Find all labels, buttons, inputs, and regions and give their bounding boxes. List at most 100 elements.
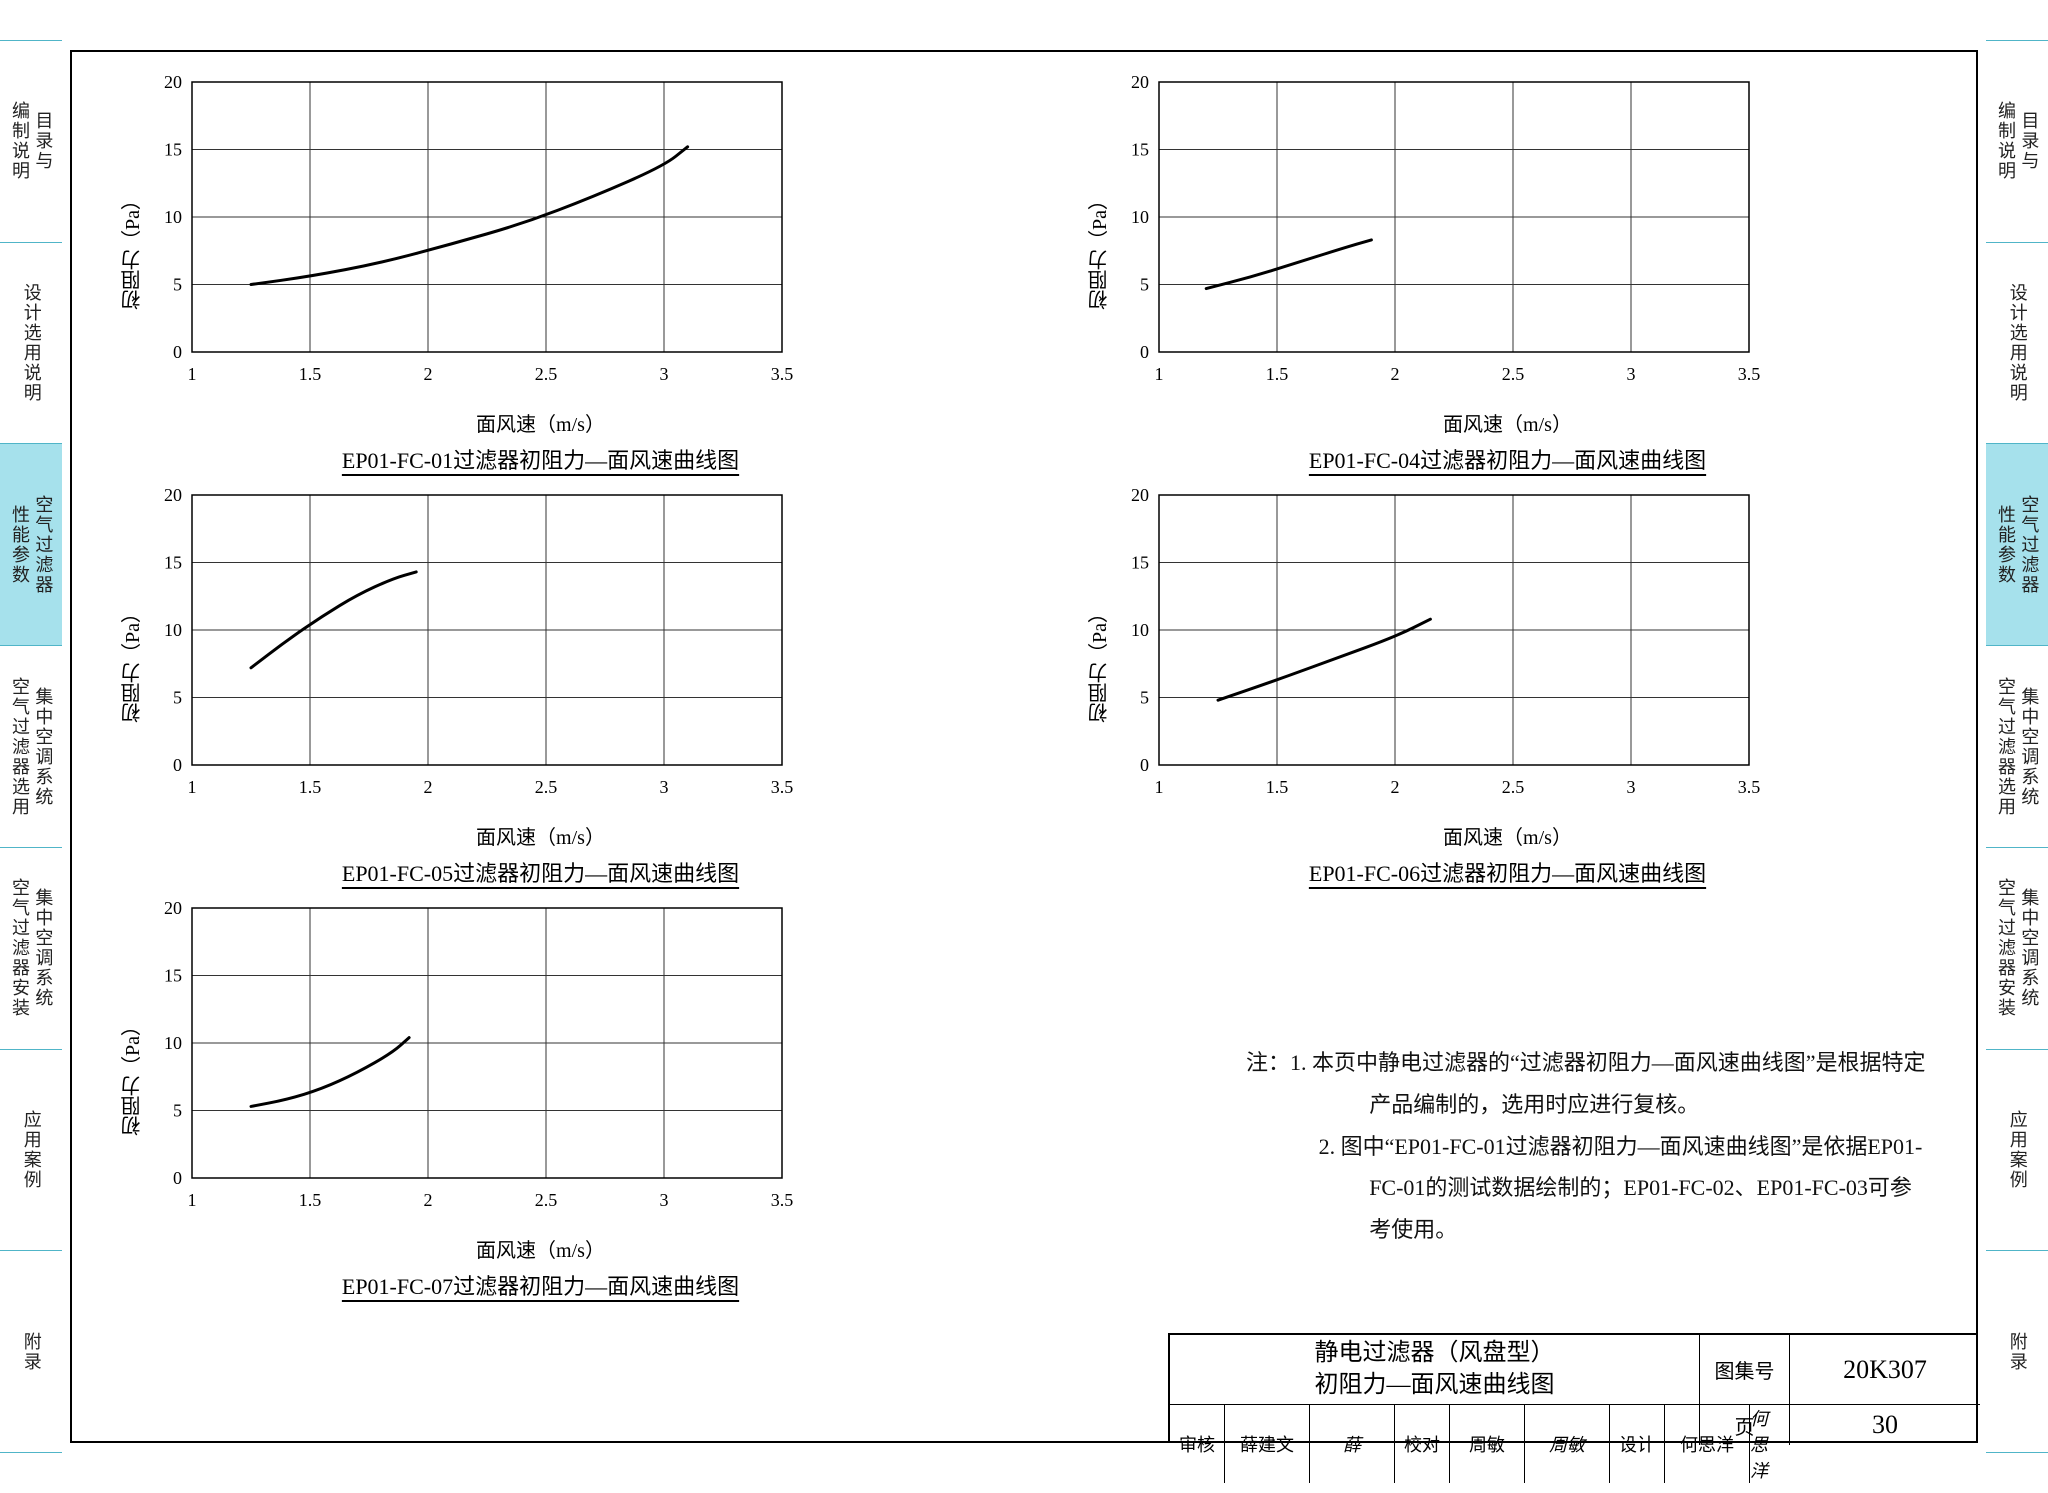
chart-title: EP01-FC-01过滤器初阻力—面风速曲线图 (102, 443, 979, 475)
side-tab-4[interactable]: 集中空调系统 空气过滤器安装 (1986, 847, 2048, 1049)
svg-text:3: 3 (660, 777, 669, 797)
chart-c04: 0510152011.522.533.5初阻力（Pa）面风速（m/s）EP01-… (1069, 72, 1946, 475)
svg-text:20: 20 (164, 485, 182, 505)
svg-text:20: 20 (164, 72, 182, 92)
catalog-value: 20K307 (1790, 1335, 1980, 1405)
svg-text:10: 10 (164, 1033, 182, 1053)
svg-text:2.5: 2.5 (1502, 364, 1525, 384)
review-label: 审核 (1170, 1405, 1225, 1483)
y-axis-label: 初阻力（Pa） (118, 603, 147, 723)
svg-text:3: 3 (660, 364, 669, 384)
svg-text:3.5: 3.5 (1738, 777, 1761, 797)
chart-c01: 0510152011.522.533.5初阻力（Pa）面风速（m/s）EP01-… (102, 72, 979, 475)
svg-text:1.5: 1.5 (299, 1190, 322, 1210)
drawing-title: 静电过滤器（风盘型） 初阻力—面风速曲线图 (1170, 1335, 1700, 1405)
svg-text:3.5: 3.5 (1738, 364, 1761, 384)
notes-block: 注：1. 本页中静电过滤器的“过滤器初阻力—面风速曲线图”是根据特定产品编制的，… (1246, 1042, 1926, 1251)
page-label: 页 (1700, 1405, 1790, 1445)
svg-text:2: 2 (424, 1190, 433, 1210)
chart-svg: 0510152011.522.533.5 (102, 898, 802, 1278)
svg-text:15: 15 (164, 553, 182, 573)
design-label: 设计 (1610, 1405, 1665, 1483)
x-axis-label: 面风速（m/s） (102, 408, 979, 437)
svg-text:1: 1 (1155, 364, 1164, 384)
check-signature: 周敏 (1525, 1405, 1610, 1483)
chart-svg: 0510152011.522.533.5 (102, 72, 802, 452)
svg-text:5: 5 (173, 688, 182, 708)
svg-text:5: 5 (1140, 688, 1149, 708)
svg-text:0: 0 (173, 755, 182, 775)
y-axis-label: 初阻力（Pa） (118, 1016, 147, 1136)
title-line-1: 静电过滤器（风盘型） (1315, 1338, 1555, 1369)
y-axis-label: 初阻力（Pa） (1085, 190, 1114, 310)
svg-text:20: 20 (1131, 72, 1149, 92)
x-axis-label: 面风速（m/s） (102, 821, 979, 850)
svg-text:3: 3 (1627, 364, 1636, 384)
svg-text:2.5: 2.5 (1502, 777, 1525, 797)
note-item-2: 2. 图中“EP01-FC-01过滤器初阻力—面风速曲线图”是依据EP01-FC… (1246, 1126, 1926, 1251)
svg-text:1.5: 1.5 (1266, 364, 1289, 384)
svg-text:1.5: 1.5 (299, 364, 322, 384)
svg-text:5: 5 (173, 1101, 182, 1121)
side-tab-3[interactable]: 集中空调系统 空气过滤器选用 (0, 645, 62, 847)
svg-text:10: 10 (164, 207, 182, 227)
chart-c05: 0510152011.522.533.5初阻力（Pa）面风速（m/s）EP01-… (102, 485, 979, 888)
svg-text:15: 15 (164, 140, 182, 160)
svg-text:2: 2 (424, 777, 433, 797)
chart-c07: 0510152011.522.533.5初阻力（Pa）面风速（m/s）EP01-… (102, 898, 979, 1301)
note-item-1: 注：1. 本页中静电过滤器的“过滤器初阻力—面风速曲线图”是根据特定产品编制的，… (1246, 1042, 1926, 1126)
catalog-label: 图集号 (1700, 1335, 1790, 1405)
chart-title: EP01-FC-07过滤器初阻力—面风速曲线图 (102, 1269, 979, 1301)
x-axis-label: 面风速（m/s） (102, 1234, 979, 1263)
x-axis-label: 面风速（m/s） (1069, 408, 1946, 437)
side-tab-0[interactable]: 目录与 编制说明 (0, 40, 62, 242)
review-name: 薛建文 (1225, 1405, 1310, 1483)
svg-text:3.5: 3.5 (771, 1190, 794, 1210)
chart-title: EP01-FC-04过滤器初阻力—面风速曲线图 (1069, 443, 1946, 475)
svg-text:10: 10 (164, 620, 182, 640)
right-tab-strip: 目录与 编制说明设计选用说明空气过滤器 性能参数集中空调系统 空气过滤器选用集中… (1986, 40, 2048, 1453)
svg-text:1: 1 (188, 364, 197, 384)
svg-text:0: 0 (1140, 342, 1149, 362)
chart-title: EP01-FC-05过滤器初阻力—面风速曲线图 (102, 856, 979, 888)
title-line-2: 初阻力—面风速曲线图 (1315, 1370, 1555, 1401)
side-tab-6[interactable]: 附录 (0, 1250, 62, 1453)
side-tab-5[interactable]: 应用案例 (0, 1049, 62, 1251)
svg-text:20: 20 (164, 898, 182, 918)
svg-text:2: 2 (1391, 364, 1400, 384)
svg-text:10: 10 (1131, 620, 1149, 640)
side-tab-6[interactable]: 附录 (1986, 1250, 2048, 1453)
review-signature: 薛 (1310, 1405, 1395, 1483)
signoff-row: 审核 薛建文 薛 校对 周敏 周敏 设计 何思洋 何思洋 (1170, 1405, 1700, 1445)
svg-text:1: 1 (188, 777, 197, 797)
svg-text:0: 0 (173, 1168, 182, 1188)
side-tab-1[interactable]: 设计选用说明 (1986, 242, 2048, 444)
svg-text:15: 15 (1131, 553, 1149, 573)
svg-text:10: 10 (1131, 207, 1149, 227)
svg-text:1: 1 (188, 1190, 197, 1210)
side-tab-2[interactable]: 空气过滤器 性能参数 (1986, 443, 2048, 645)
svg-text:2: 2 (1391, 777, 1400, 797)
svg-text:2.5: 2.5 (535, 364, 558, 384)
side-tab-3[interactable]: 集中空调系统 空气过滤器选用 (1986, 645, 2048, 847)
x-axis-label: 面风速（m/s） (1069, 821, 1946, 850)
side-tab-2[interactable]: 空气过滤器 性能参数 (0, 443, 62, 645)
check-label: 校对 (1395, 1405, 1450, 1483)
svg-text:2: 2 (424, 364, 433, 384)
svg-text:0: 0 (173, 342, 182, 362)
svg-text:5: 5 (173, 275, 182, 295)
page-frame: 0510152011.522.533.5初阻力（Pa）面风速（m/s）EP01-… (70, 50, 1978, 1443)
chart-svg: 0510152011.522.533.5 (1069, 72, 1769, 452)
page-value: 30 (1790, 1405, 1980, 1445)
y-axis-label: 初阻力（Pa） (118, 190, 147, 310)
svg-text:3: 3 (1627, 777, 1636, 797)
left-tab-strip: 目录与 编制说明设计选用说明空气过滤器 性能参数集中空调系统 空气过滤器选用集中… (0, 40, 62, 1453)
svg-text:2.5: 2.5 (535, 1190, 558, 1210)
side-tab-1[interactable]: 设计选用说明 (0, 242, 62, 444)
svg-text:3: 3 (660, 1190, 669, 1210)
chart-title: EP01-FC-06过滤器初阻力—面风速曲线图 (1069, 856, 1946, 888)
side-tab-0[interactable]: 目录与 编制说明 (1986, 40, 2048, 242)
svg-text:1.5: 1.5 (299, 777, 322, 797)
side-tab-5[interactable]: 应用案例 (1986, 1049, 2048, 1251)
side-tab-4[interactable]: 集中空调系统 空气过滤器安装 (0, 847, 62, 1049)
